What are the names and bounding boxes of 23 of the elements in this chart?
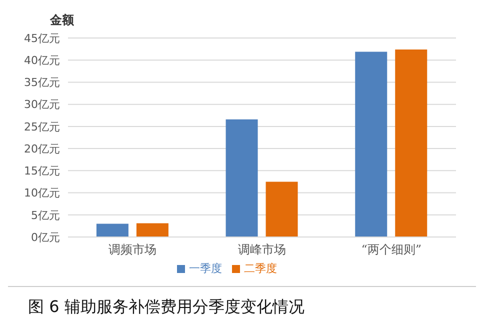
y-tick-label: 0亿元 [31,230,60,244]
y-tick-label: 10亿元 [24,186,60,200]
y-tick-label: 20亿元 [24,142,60,156]
y-tick-label: 35亿元 [24,76,60,90]
y-tick-label: 45亿元 [24,32,60,45]
text: 图 6 辅助服务补偿费用分季度变化情况 [8,286,476,318]
x-tick-label: 调峰市场 [238,242,286,257]
x-tick-label: “两个细则” [361,242,422,257]
y-axis-title: 金额 [49,12,75,29]
legend-label: 一季度 [189,262,222,275]
bar [395,50,428,237]
bar [266,182,298,237]
y-tick-label: 5亿元 [31,208,60,222]
y-tick-label: 15亿元 [24,164,60,178]
bar [96,224,128,237]
y-tick-label: 40亿元 [24,54,60,68]
bar [355,52,388,237]
y-tick-label: 25亿元 [24,120,60,134]
bar [226,119,258,237]
x-tick-label: 调频市场 [108,242,157,257]
legend-label: 二季度 [244,262,277,275]
y-tick-label: 30亿元 [24,98,60,112]
bar [136,223,168,237]
